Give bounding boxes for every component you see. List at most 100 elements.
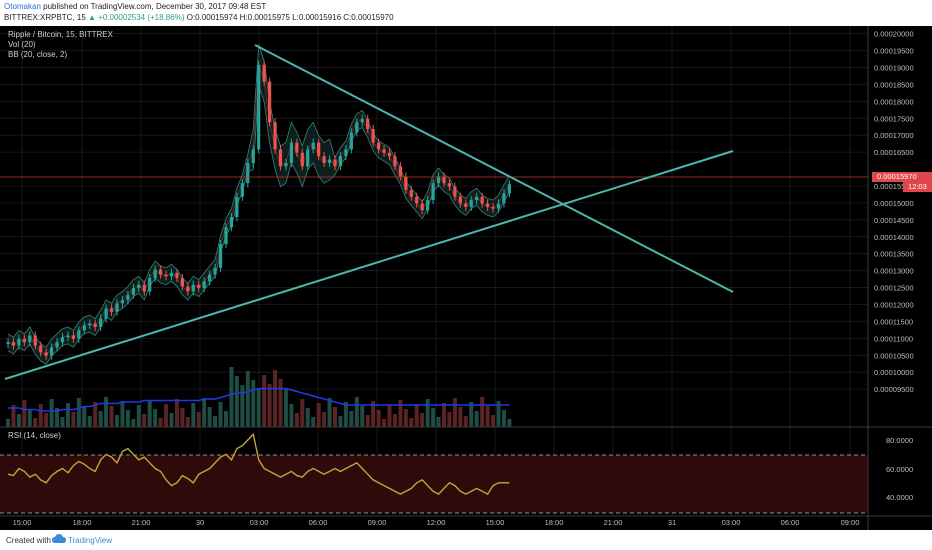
candle-body [50, 347, 54, 356]
volume-bar [169, 413, 174, 427]
candle-body [295, 142, 299, 153]
candle-body [159, 269, 163, 275]
candle-body [109, 308, 114, 312]
candle-body [104, 308, 108, 319]
bollinger-upper [7, 44, 510, 348]
candle-body [431, 183, 435, 201]
symbol-legend[interactable]: Ripple / Bitcoin, 15, BITTREX [8, 30, 113, 39]
candle-body [148, 277, 152, 292]
volume-bar [213, 416, 218, 427]
descending-trendline[interactable] [254, 44, 734, 293]
candle-body [197, 284, 201, 289]
candle-body [191, 284, 195, 292]
volume-bar [300, 399, 305, 427]
volume-bar [104, 397, 109, 427]
publish-text: published on TradingView.com, December 3… [43, 2, 267, 11]
candle-body [464, 203, 468, 207]
rsi-legend[interactable]: RSI (14, close) [8, 431, 61, 440]
time-tick-label: 30 [196, 518, 204, 527]
rsi-tick-label: 80.0000 [886, 436, 913, 445]
volume-bar [115, 415, 119, 427]
candle-body [131, 288, 135, 295]
volume-bar [289, 404, 294, 427]
chart-canvas[interactable]: 0.00020000 0.00019500 0.00019000 0.00018500… [0, 26, 932, 530]
change-up-icon: ▲ [88, 13, 96, 22]
ascending-trendline[interactable] [4, 150, 734, 380]
tradingview-brand[interactable]: TradingView [68, 536, 113, 545]
time-tick-label: 03:00 [722, 518, 741, 527]
price-tick-label: 0.00010000 [874, 368, 914, 377]
bollinger-legend[interactable]: BB (20, close, 2) [8, 50, 68, 59]
candle-body [251, 149, 255, 163]
volume-bar [147, 400, 152, 427]
chart-area[interactable]: 0.00020000 0.00019500 0.00019000 0.00018500… [0, 26, 932, 530]
candle-body [71, 335, 75, 339]
author-link[interactable]: Otomakan [4, 2, 41, 11]
candle-body [284, 162, 288, 167]
volume-bar [382, 419, 387, 427]
volume-bar [82, 407, 87, 427]
rsi-tick-label: 60.0000 [886, 465, 913, 474]
candle-body [175, 272, 179, 278]
candle-body [202, 281, 206, 289]
candle-body [218, 244, 223, 268]
price-tick-label: 0.00020000 [874, 30, 914, 39]
candle-body [387, 152, 392, 157]
candle-body [93, 323, 97, 328]
price-tick-label: 0.00014500 [874, 216, 914, 225]
candle-body [360, 118, 364, 123]
volume-bar [491, 415, 496, 427]
volume-bar [109, 406, 114, 427]
volume-bar [474, 411, 479, 427]
volume-bar [245, 371, 250, 427]
candle-body [393, 156, 397, 167]
volume-bar [425, 399, 430, 427]
volume-bar [174, 399, 179, 427]
candle-body [333, 159, 337, 167]
candle-body [44, 352, 48, 356]
candle-body [311, 142, 315, 150]
candle-body [208, 274, 212, 282]
candle-body [442, 176, 446, 184]
price-tick-label: 0.00014000 [874, 233, 914, 242]
candle-body [268, 81, 272, 123]
volume-bar [414, 404, 419, 427]
volume-bar [11, 405, 16, 427]
volume-bar [316, 403, 321, 427]
volume-bar [251, 380, 256, 427]
price-tick-label: 0.00009500 [874, 385, 914, 394]
rsi-axis[interactable]: 80.0000 60.0000 40.0000 [886, 436, 913, 502]
candle-body [371, 129, 375, 143]
rsi-panel [0, 454, 868, 514]
time-tick-label: 18:00 [73, 518, 92, 527]
time-axis[interactable]: 15:00 18:00 21:00 30 03:00 06:00 09:00 12:00 15:… [13, 518, 860, 527]
price-tick-label: 0.00018500 [874, 80, 914, 89]
volume-bar [463, 416, 468, 427]
volume-bar [191, 403, 196, 427]
candle-body [88, 323, 92, 326]
time-tick-label: 06:00 [781, 518, 800, 527]
volume-bar [22, 400, 27, 427]
volume-bar [447, 412, 452, 427]
candle-body [344, 149, 348, 157]
volume-bar [44, 413, 49, 427]
candle-body [99, 318, 103, 328]
candle-body [420, 203, 424, 211]
volume-bar [229, 367, 234, 427]
candle-body [278, 149, 283, 167]
volume-bars [6, 367, 512, 427]
price-axis[interactable]: 0.00020000 0.00019500 0.00019000 0.00018500… [874, 30, 914, 395]
volume-bar [27, 409, 32, 427]
volume-bar [158, 418, 163, 427]
candle-body [164, 274, 168, 277]
volume-bar [305, 408, 310, 427]
publish-line: Otomakan published on TradingView.com, D… [4, 2, 266, 11]
candle-body [491, 206, 495, 209]
time-tick-label: 03:00 [250, 518, 269, 527]
volume-legend[interactable]: Vol (20) [8, 40, 36, 49]
candles [6, 60, 511, 360]
grid [0, 26, 868, 516]
volume-bar [224, 411, 228, 427]
candle-body [66, 335, 70, 338]
candle-body [469, 200, 473, 207]
